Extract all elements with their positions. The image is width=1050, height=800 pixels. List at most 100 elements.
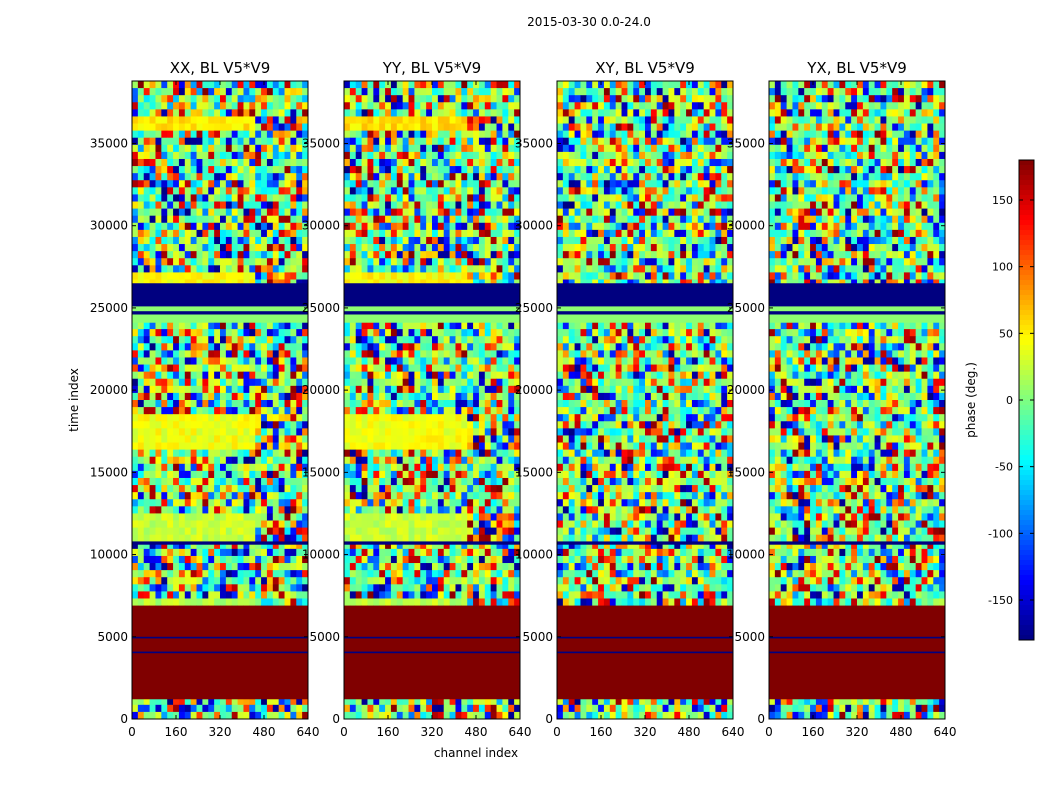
heatmap-cell <box>190 236 197 245</box>
heatmap-cell <box>361 258 368 266</box>
heatmap-cell <box>225 520 233 528</box>
heatmap-cell <box>484 244 492 252</box>
heatmap-cell <box>149 499 156 507</box>
heatmap-cell <box>225 187 233 195</box>
heatmap-cell <box>237 470 244 479</box>
heatmap-cell <box>196 236 203 245</box>
heatmap-cell <box>143 555 150 564</box>
heatmap-cell <box>149 555 156 564</box>
heatmap-cell <box>514 201 521 209</box>
heatmap-cell <box>190 158 197 167</box>
heatmap-cell <box>349 81 357 89</box>
heatmap-cell <box>432 215 439 224</box>
heatmap-cell <box>261 428 268 436</box>
heatmap-cell <box>167 577 174 585</box>
heatmap-cell <box>149 520 156 528</box>
heatmap-cell <box>184 520 192 528</box>
heatmap-cell <box>214 485 221 493</box>
heatmap-cell <box>355 322 362 330</box>
heatmap-cell <box>402 463 409 472</box>
heatmap-cell <box>396 591 404 599</box>
heatmap-cell <box>302 215 309 224</box>
heatmap-cell <box>349 151 357 160</box>
heatmap-cell <box>461 229 468 238</box>
heatmap-cell <box>478 414 486 422</box>
heatmap-cell <box>420 265 427 273</box>
heatmap-cell <box>208 343 215 351</box>
heatmap-cell <box>302 385 309 394</box>
heatmap-cell <box>467 563 474 571</box>
heatmap-cell <box>478 563 486 571</box>
heatmap-cell <box>467 215 474 224</box>
heatmap-cell <box>266 548 274 557</box>
heatmap-cell <box>278 577 285 585</box>
panel-xx: XX, BL V5*V90 160 320 480 640050001000015000… <box>90 59 320 739</box>
heatmap-cell <box>184 222 192 231</box>
heatmap-cell <box>484 151 492 160</box>
heatmap-cell <box>255 244 262 252</box>
heatmap-cell <box>190 194 197 202</box>
heatmap-cell <box>302 591 309 599</box>
heatmap-cell <box>484 470 492 479</box>
heatmap-cell <box>449 364 456 373</box>
heatmap-cell <box>455 102 462 110</box>
heatmap-cell <box>473 414 480 422</box>
heatmap-cell <box>202 222 209 231</box>
heatmap-cell <box>420 222 427 231</box>
heatmap-cell <box>514 102 521 110</box>
heatmap-cell <box>231 336 238 344</box>
heatmap-cell <box>396 407 404 415</box>
heatmap-cell <box>367 378 374 387</box>
heatmap-cell <box>302 421 309 429</box>
heatmap-cell <box>514 463 521 472</box>
heatmap-cell <box>184 81 192 89</box>
heatmap-cell <box>484 329 492 337</box>
heatmap-cell <box>496 541 503 550</box>
heatmap-cell <box>373 548 380 557</box>
heatmap-cell <box>461 364 468 373</box>
heatmap-cell <box>220 109 227 117</box>
heatmap-cell <box>178 711 186 720</box>
heatmap-cell <box>243 456 250 465</box>
heatmap-cell <box>173 492 180 500</box>
heatmap-cell <box>437 144 445 153</box>
heatmap-cell <box>302 343 309 351</box>
heatmap-cell <box>243 520 250 528</box>
heatmap-cell <box>496 102 503 110</box>
heatmap-cell <box>261 151 268 160</box>
heatmap-cell <box>190 499 197 507</box>
heatmap-cell <box>237 180 244 188</box>
heatmap-cell <box>196 492 203 500</box>
heatmap-cell <box>449 187 456 195</box>
heatmap-cell <box>237 265 244 273</box>
heatmap-cell <box>161 258 168 266</box>
heatmap-cell <box>196 435 203 443</box>
heatmap-cell <box>508 158 515 167</box>
heatmap-cell <box>237 577 244 585</box>
heatmap-cell <box>296 711 303 720</box>
heatmap-cell <box>220 137 227 146</box>
heatmap-cell <box>408 463 415 472</box>
heatmap-cell <box>255 357 262 365</box>
heatmap-cell <box>455 180 462 188</box>
heatmap-cell <box>367 555 374 564</box>
heatmap-cell <box>237 591 244 599</box>
heatmap-cell <box>496 222 503 231</box>
heatmap-cell <box>266 265 274 273</box>
heatmap-cell <box>426 173 433 181</box>
heatmap-cell <box>272 400 280 408</box>
heatmap-cell <box>266 81 274 89</box>
heatmap-cell <box>344 180 351 188</box>
heatmap-cell <box>143 378 150 387</box>
heatmap-cell <box>390 229 398 238</box>
heatmap-cell <box>390 392 398 401</box>
heatmap-cell <box>184 414 192 422</box>
heatmap-cell <box>508 95 515 103</box>
heatmap-cell <box>437 570 445 578</box>
heatmap-cell <box>478 591 486 599</box>
heatmap-cell <box>272 81 280 89</box>
heatmap-cell <box>225 421 233 429</box>
heatmap-cell <box>284 513 291 521</box>
heatmap-cell <box>349 421 357 429</box>
heatmap-cell <box>284 584 291 592</box>
